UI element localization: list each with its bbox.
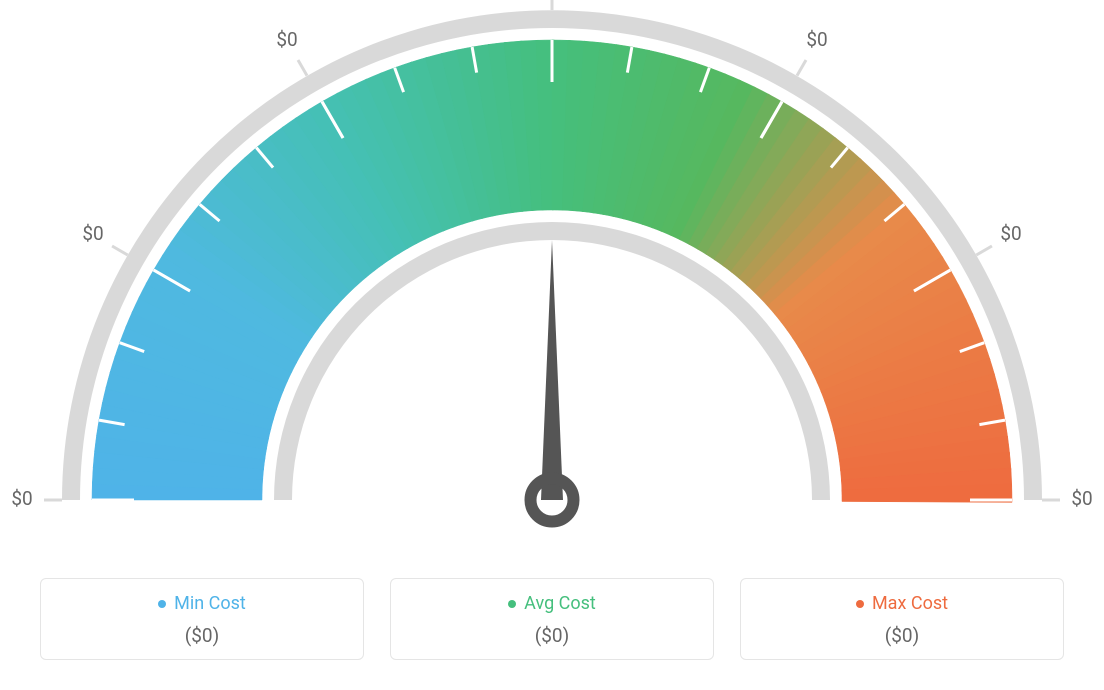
cost-gauge-widget: $0$0$0$0$0$0$0 Min Cost($0)Avg Cost($0)M… [0, 0, 1104, 690]
gauge-tick-label: $0 [276, 28, 297, 51]
legend-label: Avg Cost [524, 593, 596, 614]
gauge-tick-label: $0 [1000, 222, 1021, 245]
legend-value: ($0) [401, 624, 703, 647]
legend-label-row: Min Cost [51, 593, 353, 614]
gauge-needle [541, 240, 563, 500]
gauge-tick-label: $0 [11, 487, 32, 510]
legend-dot-icon [856, 600, 864, 608]
legend-value: ($0) [51, 624, 353, 647]
gauge-tick-label: $0 [82, 222, 103, 245]
legend-value: ($0) [751, 624, 1053, 647]
legend-dot-icon [158, 600, 166, 608]
legend-card: Min Cost ($0) [40, 578, 364, 660]
legend-card: Max Cost ($0) [740, 578, 1064, 660]
legend-label-row: Avg Cost [401, 593, 703, 614]
gauge-tick-label: $0 [806, 28, 827, 51]
gauge-tick-label: $0 [1071, 487, 1092, 510]
legend-row: Min Cost ($0) Avg Cost ($0) Max Cost ($0) [0, 578, 1104, 660]
legend-label-row: Max Cost [751, 593, 1053, 614]
legend-label: Min Cost [174, 593, 246, 614]
legend-label: Max Cost [872, 593, 948, 614]
legend-card: Avg Cost ($0) [390, 578, 714, 660]
legend-dot-icon [508, 600, 516, 608]
